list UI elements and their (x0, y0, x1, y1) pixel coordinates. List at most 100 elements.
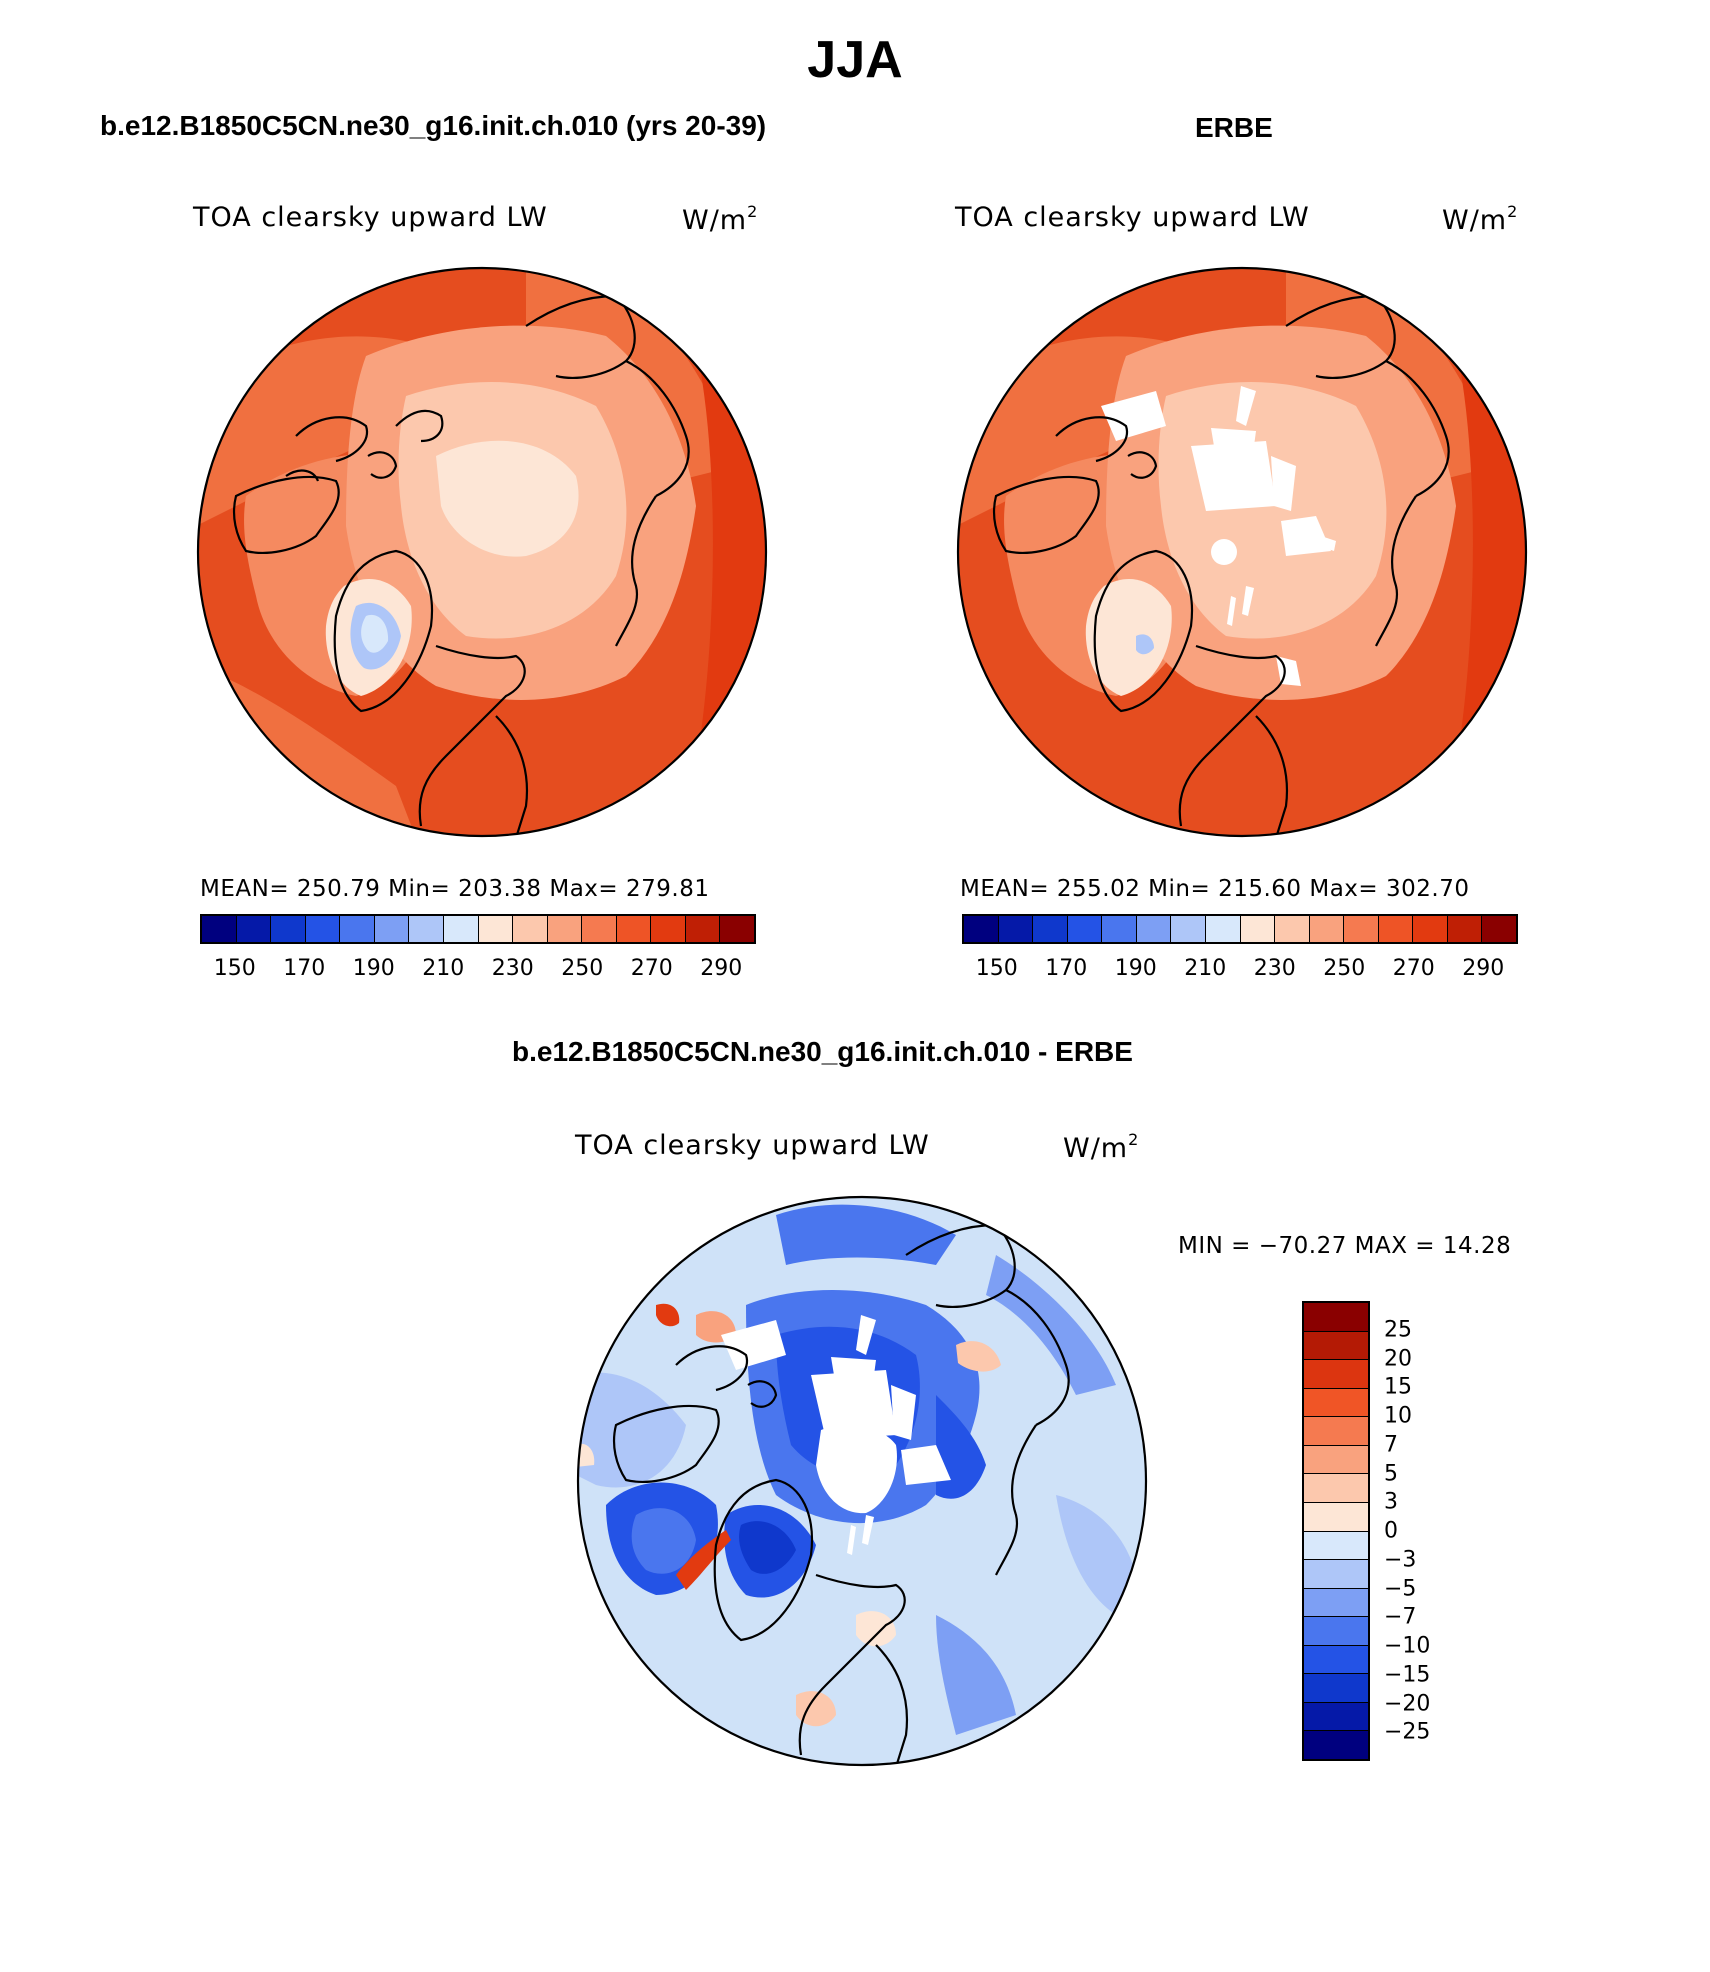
colorbar-tick-label: 170 (1045, 956, 1088, 981)
panel3-title: b.e12.B1850C5CN.ne30_g16.init.ch.010 - E… (512, 1036, 1133, 1067)
colorbar-swatch (443, 916, 479, 942)
colorbar-swatch (1482, 916, 1516, 942)
panel1-stats: MEAN= 250.79 Min= 203.38 Max= 279.81 (200, 876, 710, 902)
colorbar-tick-label: 230 (1253, 956, 1296, 981)
panel2-title: ERBE (1195, 112, 1273, 143)
colorbar-tick-label: 3 (1384, 1489, 1398, 1515)
panel2-variable-label: TOA clearsky upward LW (955, 202, 1310, 233)
colorbar-swatch (1304, 1674, 1368, 1703)
colorbar-tick-label: 190 (352, 956, 395, 981)
panel3-stats: MIN = −70.27 MAX = 14.28 (1178, 1233, 1512, 1259)
colorbar-swatch (1304, 1502, 1368, 1532)
colorbar-swatch (720, 916, 754, 942)
colorbar-tick-label: 150 (213, 956, 256, 981)
colorbar-tick-label: 290 (700, 956, 743, 981)
colorbar-swatch (1304, 1617, 1368, 1646)
colorbar-tick-label: 230 (491, 956, 534, 981)
colorbar-swatch (1304, 1303, 1368, 1332)
panel1-variable-label: TOA clearsky upward LW (193, 202, 548, 233)
colorbar-swatch (478, 916, 514, 942)
colorbar-tick-label: −15 (1384, 1662, 1431, 1688)
colorbar-tick-label: −3 (1384, 1547, 1417, 1573)
colorbar-swatch (374, 916, 410, 942)
colorbar-tick-label: 15 (1384, 1374, 1412, 1400)
colorbar-swatch (582, 916, 617, 942)
colorbar-swatch (1304, 1388, 1368, 1418)
colorbar-tick-label: 250 (1323, 956, 1366, 981)
colorbar-swatch (1304, 1331, 1368, 1361)
colorbar-swatch (1304, 1702, 1368, 1732)
colorbar-swatch (409, 916, 444, 942)
colorbar-swatch (1304, 1645, 1368, 1675)
panel1-colorbar (200, 914, 756, 944)
colorbar-swatch (1304, 1360, 1368, 1389)
panel3-units-label: W/m2 (1063, 1130, 1140, 1164)
colorbar-swatch (1304, 1731, 1368, 1759)
colorbar-tick-label: 210 (422, 956, 465, 981)
colorbar-tick-label: −5 (1384, 1576, 1417, 1601)
colorbar-tick-label: 190 (1114, 956, 1157, 981)
panel3-colorbar-ticks: 25 20 15 10 7 5 3 0 −3 −5 −7 −10 −15 −20 −25 (1384, 1301, 1464, 1761)
colorbar-tick-label: 250 (561, 956, 604, 981)
colorbar-tick-label: 270 (630, 956, 673, 981)
colorbar-swatch (1304, 1560, 1368, 1589)
colorbar-tick-label: −10 (1384, 1633, 1431, 1659)
colorbar-swatch (1304, 1417, 1368, 1446)
colorbar-tick-label: 270 (1392, 956, 1435, 981)
colorbar-tick-label: 10 (1384, 1403, 1412, 1429)
colorbar-swatch (1447, 916, 1483, 942)
colorbar-tick-label: 7 (1384, 1432, 1398, 1458)
colorbar-swatch (1413, 916, 1448, 942)
colorbar-swatch (616, 916, 652, 942)
colorbar-swatch (305, 916, 341, 942)
colorbar-swatch (1136, 916, 1172, 942)
colorbar-swatch (236, 916, 272, 942)
colorbar-swatch (202, 916, 237, 942)
panel3-colorbar (1302, 1301, 1370, 1761)
colorbar-swatch (1304, 1474, 1368, 1503)
colorbar-swatch (340, 916, 375, 942)
panel2-colorbar (962, 914, 1518, 944)
panel1-colorbar-ticks: 150 170 190 210 230 250 270 290 (200, 956, 756, 982)
colorbar-swatch (651, 916, 686, 942)
colorbar-swatch (1067, 916, 1103, 942)
panel2-units-label: W/m2 (1442, 202, 1519, 236)
colorbar-swatch (1102, 916, 1137, 942)
colorbar-swatch (1205, 916, 1241, 942)
figure-title: JJA (807, 31, 903, 89)
colorbar-tick-label: −25 (1384, 1719, 1431, 1745)
colorbar-tick-label: −7 (1384, 1604, 1417, 1630)
colorbar-tick-label: 210 (1184, 956, 1227, 981)
panel2-stats: MEAN= 255.02 Min= 215.60 Max= 302.70 (960, 876, 1470, 902)
colorbar-swatch (685, 916, 721, 942)
colorbar-swatch (1344, 916, 1379, 942)
colorbar-swatch (1304, 1588, 1368, 1618)
colorbar-tick-label: 25 (1384, 1317, 1412, 1343)
colorbar-tick-label: 5 (1384, 1461, 1398, 1486)
colorbar-swatch (1240, 916, 1276, 942)
colorbar-tick-label: 290 (1462, 956, 1505, 981)
colorbar-tick-label: −20 (1384, 1691, 1431, 1716)
colorbar-tick-label: 0 (1384, 1518, 1398, 1544)
colorbar-swatch (1304, 1531, 1368, 1561)
panel3-polar-map (576, 1195, 1148, 1767)
panel3-variable-label: TOA clearsky upward LW (575, 1130, 930, 1161)
colorbar-swatch (1309, 916, 1345, 942)
colorbar-tick-label: 20 (1384, 1346, 1412, 1371)
colorbar-swatch (1378, 916, 1414, 942)
colorbar-swatch (1304, 1445, 1368, 1475)
colorbar-swatch (998, 916, 1034, 942)
panel1-polar-map (196, 266, 768, 838)
colorbar-tick-label: 150 (975, 956, 1018, 981)
colorbar-swatch (547, 916, 583, 942)
panel2-colorbar-ticks: 150 170 190 210 230 250 270 290 (962, 956, 1518, 982)
panel1-title: b.e12.B1850C5CN.ne30_g16.init.ch.010 (yr… (100, 110, 767, 141)
colorbar-tick-label: 170 (283, 956, 326, 981)
colorbar-swatch (1033, 916, 1068, 942)
colorbar-swatch (271, 916, 306, 942)
colorbar-swatch (513, 916, 548, 942)
panel2-polar-map (956, 266, 1528, 838)
panel1-units-label: W/m2 (682, 202, 759, 236)
colorbar-swatch (1275, 916, 1310, 942)
colorbar-swatch (964, 916, 999, 942)
